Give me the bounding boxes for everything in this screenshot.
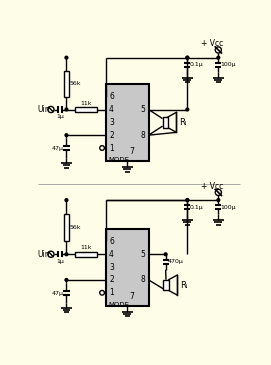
Circle shape — [65, 108, 68, 111]
Circle shape — [217, 199, 220, 201]
Text: 11k: 11k — [80, 101, 92, 105]
Circle shape — [186, 199, 189, 201]
Text: 8: 8 — [141, 276, 146, 284]
Text: 4: 4 — [109, 105, 114, 114]
Text: 5: 5 — [141, 105, 146, 114]
Bar — [75, 252, 97, 257]
Bar — [163, 280, 169, 291]
Circle shape — [65, 134, 68, 137]
Text: 2: 2 — [109, 276, 114, 284]
Text: 6: 6 — [109, 237, 114, 246]
Text: 1: 1 — [109, 288, 114, 297]
Text: 3: 3 — [109, 118, 114, 127]
Text: 5: 5 — [141, 250, 146, 259]
Circle shape — [186, 56, 189, 59]
Text: Rₗ: Rₗ — [180, 118, 187, 127]
Text: 0.1μ: 0.1μ — [190, 62, 204, 67]
Bar — [64, 70, 69, 97]
Text: 100μ: 100μ — [221, 62, 236, 67]
Text: Uin: Uin — [38, 105, 50, 114]
Text: 100μ: 100μ — [221, 204, 236, 210]
Bar — [163, 117, 168, 128]
Circle shape — [65, 253, 68, 256]
Text: 1: 1 — [109, 143, 114, 153]
Text: + Vcc: + Vcc — [201, 182, 224, 191]
Circle shape — [65, 278, 68, 281]
Text: 0.1μ: 0.1μ — [190, 204, 204, 210]
Text: 1μ: 1μ — [56, 259, 64, 264]
Text: 8: 8 — [141, 131, 146, 140]
Text: 3: 3 — [109, 262, 114, 272]
Text: Rₗ: Rₗ — [180, 281, 188, 289]
Text: 56k: 56k — [70, 81, 81, 86]
Circle shape — [186, 56, 189, 59]
Bar — [106, 228, 149, 306]
Bar — [75, 107, 97, 112]
Circle shape — [186, 108, 189, 111]
Text: + Vcc: + Vcc — [201, 39, 224, 49]
Text: 7: 7 — [129, 292, 134, 301]
Text: 1μ: 1μ — [56, 114, 64, 119]
Circle shape — [65, 56, 68, 59]
Circle shape — [164, 253, 167, 256]
Bar — [64, 214, 69, 241]
Text: 11k: 11k — [80, 245, 92, 250]
Text: 56k: 56k — [70, 225, 81, 230]
Text: MODE: MODE — [108, 157, 129, 163]
Text: 47μ: 47μ — [51, 291, 63, 296]
Circle shape — [186, 199, 189, 201]
Circle shape — [217, 56, 220, 59]
Circle shape — [65, 199, 68, 201]
Text: MODE: MODE — [108, 302, 129, 308]
Text: 2: 2 — [109, 131, 114, 140]
Text: Uin: Uin — [38, 250, 50, 259]
Text: 6: 6 — [109, 92, 114, 101]
Text: 4: 4 — [109, 250, 114, 259]
Text: 470μ: 470μ — [168, 260, 184, 265]
Text: 7: 7 — [129, 147, 134, 156]
Bar — [106, 84, 149, 161]
Text: 47μ: 47μ — [51, 146, 63, 151]
